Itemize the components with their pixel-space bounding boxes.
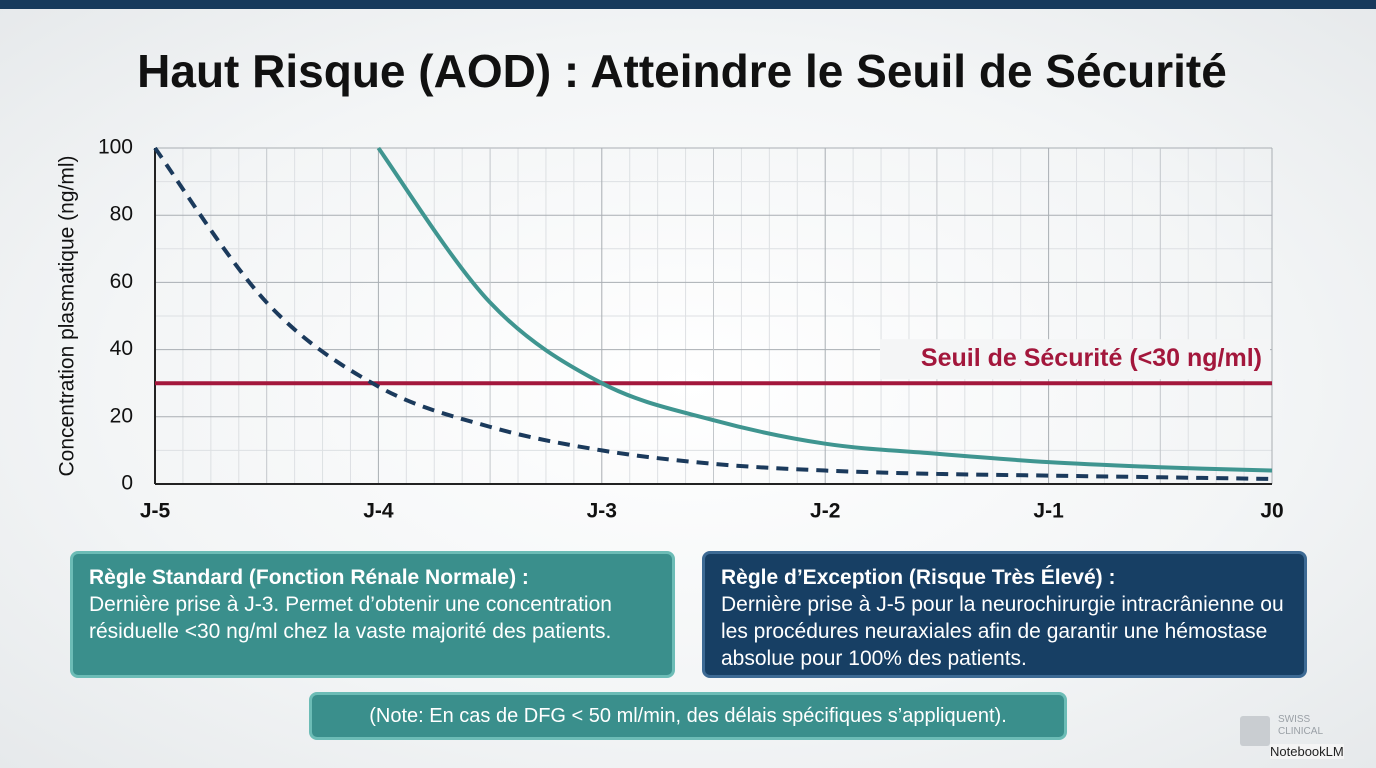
- top-bar: [0, 0, 1376, 9]
- info-box: Règle Standard (Fonction Rénale Normale)…: [70, 551, 675, 678]
- note: (Note: En cas de DFG < 50 ml/min, des dé…: [309, 692, 1067, 740]
- chart-title: Haut Risque (AOD) : Atteindre le Seuil d…: [137, 45, 1227, 97]
- chart: Haut Risque (AOD) : Atteindre le Seuil d…: [56, 45, 1284, 523]
- y-tick-label: 100: [98, 136, 133, 159]
- x-tick-label: J-3: [587, 500, 617, 523]
- x-tick-label: J-4: [363, 500, 394, 523]
- logo-icon: [1240, 716, 1270, 746]
- watermark: SWISS CLINICAL NotebookLM: [1240, 714, 1370, 764]
- y-tick-label: 60: [110, 270, 133, 293]
- logo-line: CLINICAL: [1278, 726, 1324, 737]
- info-box: Règle d’Exception (Risque Très Élevé) : D…: [702, 551, 1307, 678]
- x-tick-label: J-2: [810, 500, 840, 523]
- y-tick-label: 0: [121, 472, 133, 495]
- logo-text: SWISS CLINICAL: [1278, 714, 1323, 738]
- x-tick-label: J0: [1260, 500, 1283, 523]
- y-tick-label: 80: [110, 203, 133, 226]
- box-title: Règle d’Exception (Risque Très Élevé) :: [721, 566, 1116, 589]
- threshold-label: Seuil de Sécurité (<30 ng/ml): [921, 344, 1262, 372]
- series-line: [376, 146, 1273, 473]
- box-text: Dernière prise à J-3. Permet d’obtenir u…: [89, 593, 612, 643]
- y-axis-label: Concentration plasmatique (ng/ml): [56, 156, 79, 477]
- brand: NotebookLM: [1270, 744, 1344, 759]
- x-tick-label: J-5: [140, 500, 171, 523]
- y-tick-label: 20: [110, 404, 133, 427]
- x-tick-label: J-1: [1033, 500, 1064, 523]
- box-text: Dernière prise à J-5 pour la neurochirur…: [721, 593, 1284, 670]
- series-line: [153, 146, 1273, 481]
- y-tick-label: 40: [110, 337, 133, 360]
- logo-line: SWISS: [1278, 714, 1311, 725]
- box-title: Règle Standard (Fonction Rénale Normale)…: [89, 566, 529, 589]
- threshold-label-bg: [880, 339, 1270, 380]
